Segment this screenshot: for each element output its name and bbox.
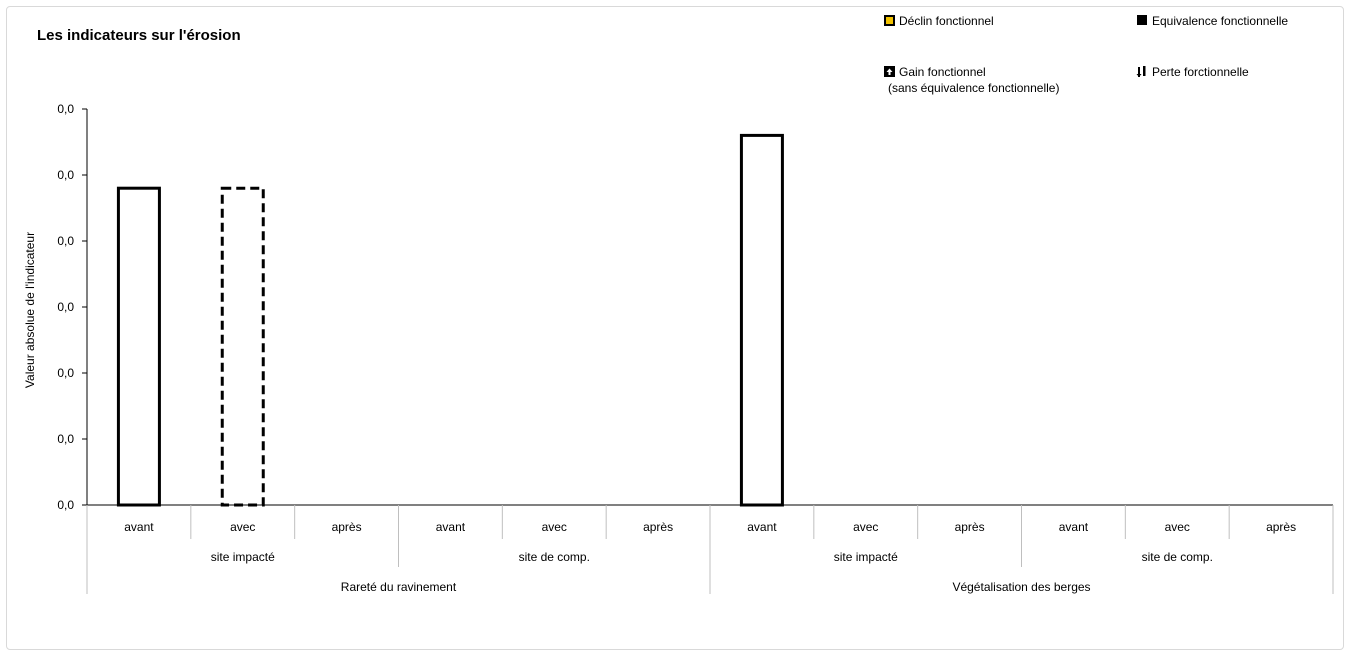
legend-sublabel-2: (sans équivalence fonctionnelle) <box>888 81 1059 95</box>
declin-marker-fill <box>886 17 893 24</box>
x-tick-label: après <box>643 520 673 534</box>
site-label: site de comp. <box>1142 550 1213 564</box>
x-tick-label: avec <box>230 520 255 534</box>
legend-item-3: Perte forctionnelle <box>1136 65 1249 79</box>
x-tick-label: avant <box>747 520 777 534</box>
y-tick-label: 0,0 <box>57 234 74 248</box>
x-tick-label: avant <box>436 520 466 534</box>
chart-title: Les indicateurs sur l'érosion <box>37 27 241 44</box>
group-label: Rareté du ravinement <box>341 580 457 594</box>
x-axis: avant avec après avant avec après avant avec apr… <box>86 504 1334 594</box>
legend-label-1: Equivalence fonctionnelle <box>1152 14 1288 28</box>
legend-item-2: Gain fonctionnel (sans équivalence foncti… <box>884 65 1059 95</box>
perte-arrow <box>1136 74 1142 77</box>
x-tick-label: après <box>1266 520 1296 534</box>
perte-marker-left <box>1138 67 1140 77</box>
gain-arrow-stem <box>888 71 891 75</box>
y-tick-label: 0,0 <box>57 498 74 512</box>
y-tick-label: 0,0 <box>57 300 74 314</box>
legend-item-1: Equivalence fonctionnelle <box>1137 14 1288 28</box>
x-tick-label: avec <box>542 520 567 534</box>
legend-label-2: Gain fonctionnel <box>899 65 986 79</box>
bar-1 <box>220 186 265 507</box>
x-tick-label: après <box>955 520 985 534</box>
x-tick-label: avant <box>124 520 154 534</box>
bars <box>116 133 784 507</box>
x-tick-label: avec <box>1165 520 1190 534</box>
site-label: site impacté <box>211 550 275 564</box>
y-tick-label: 0,0 <box>57 366 74 380</box>
y-tick-label: 0,0 <box>57 432 74 446</box>
gain-arrow <box>886 68 893 72</box>
legend-label-3: Perte forctionnelle <box>1152 65 1249 79</box>
y-tick-label: 0,0 <box>57 168 74 182</box>
group-label: Végétalisation des berges <box>952 580 1090 594</box>
equivalence-marker <box>1137 15 1147 25</box>
x-tick-label: avec <box>853 520 878 534</box>
y-axis: 0,0 0,0 0,0 0,0 0,0 0,0 0,0 <box>57 102 88 512</box>
legend: Déclin fonctionnel Equivalence fonctionne… <box>884 14 1288 95</box>
legend-label-0: Déclin fonctionnel <box>899 14 994 28</box>
perte-marker-right <box>1143 66 1146 76</box>
x-tick-label: avant <box>1059 520 1089 534</box>
legend-item-0: Déclin fonctionnel <box>884 14 994 28</box>
x-tick-label: après <box>332 520 362 534</box>
y-axis-label: Valeur absolue de l'indicateur <box>23 232 37 388</box>
site-label: site impacté <box>834 550 898 564</box>
y-tick-label: 0,0 <box>57 102 74 116</box>
bar-0 <box>116 186 161 507</box>
bar-6 <box>739 133 784 507</box>
site-label: site de comp. <box>519 550 590 564</box>
